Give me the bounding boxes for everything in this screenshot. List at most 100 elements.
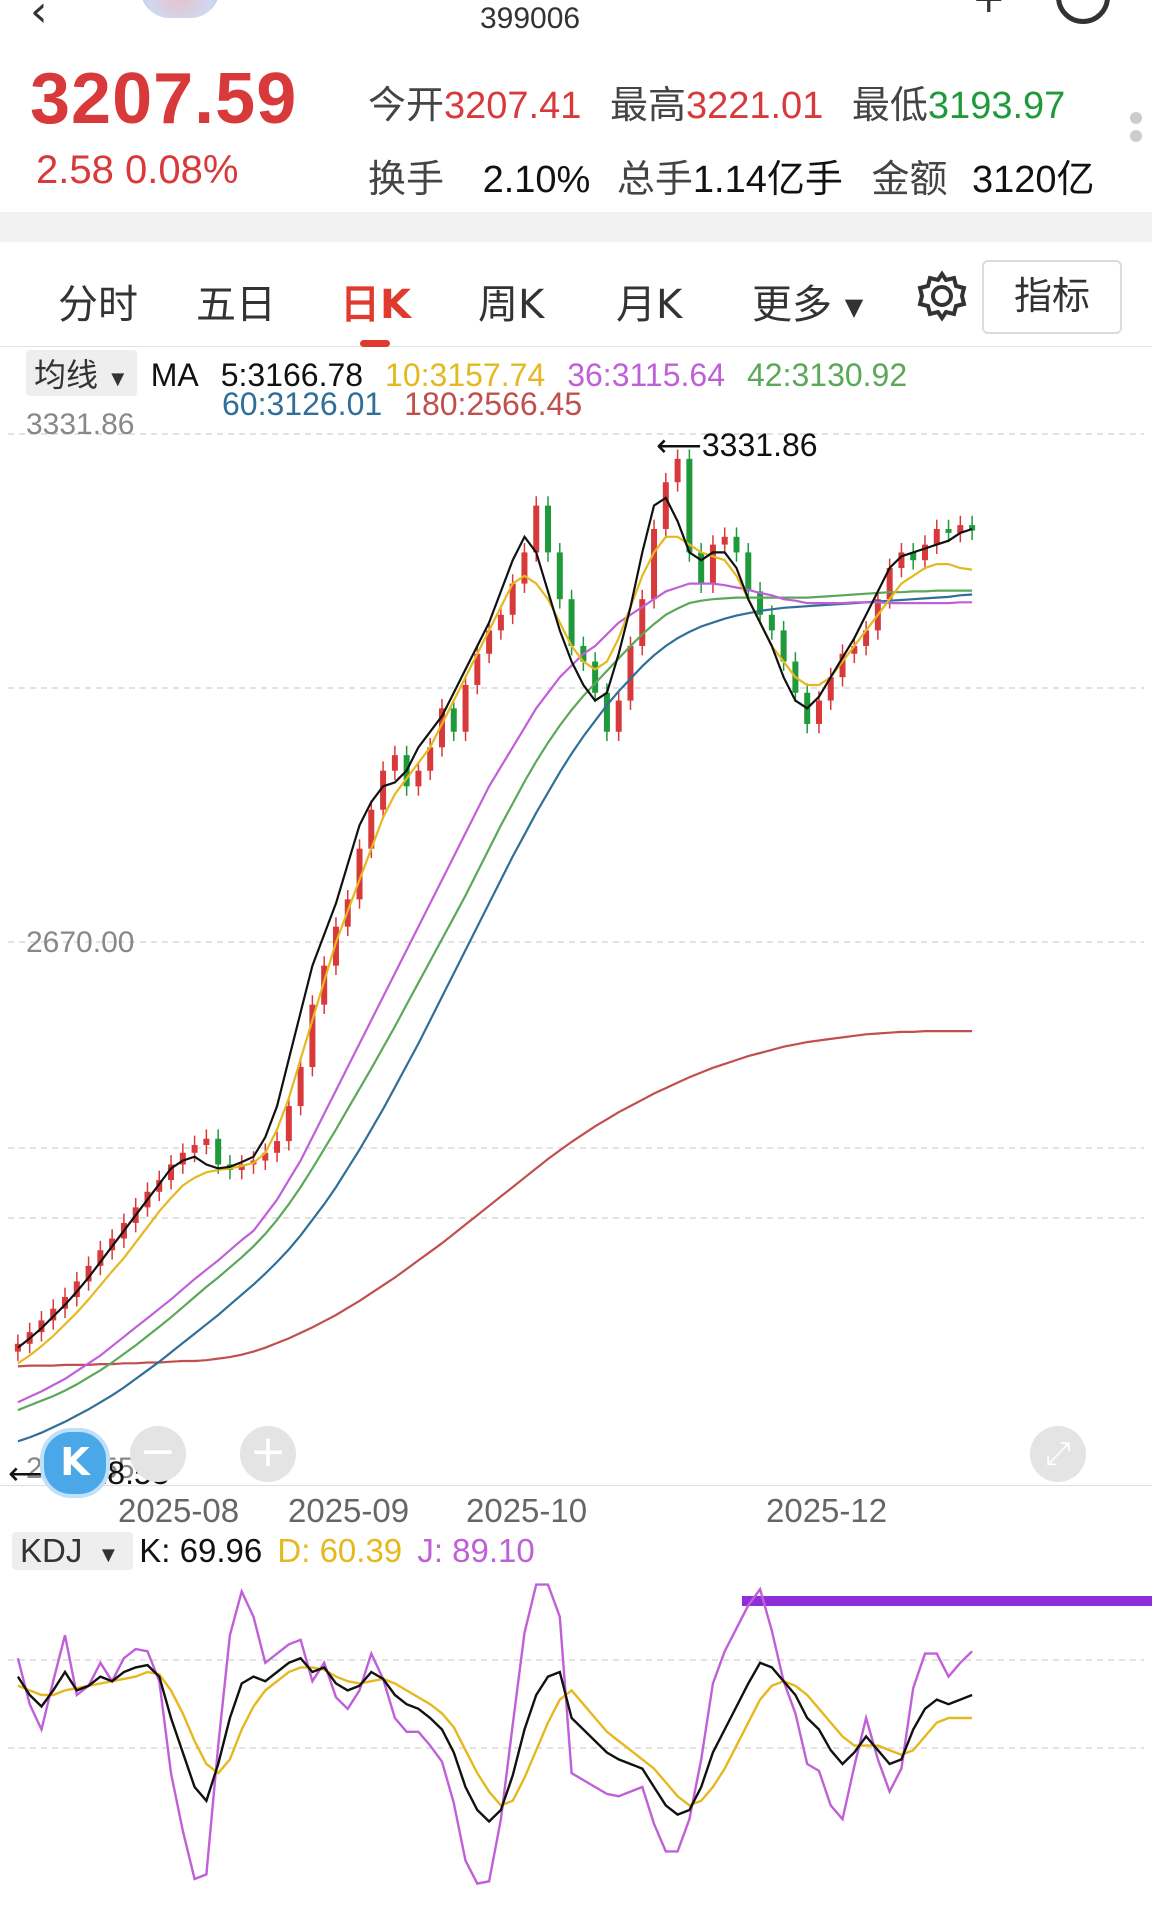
tab-weekly-k[interactable]: 周K <box>478 282 545 328</box>
ma180-value: 180:2566.45 <box>404 386 583 422</box>
back-arrow-icon[interactable]: ‹ <box>30 0 48 37</box>
candle-body <box>285 1106 292 1142</box>
top-header: ‹ 399006 + <box>0 0 1152 50</box>
candle-body <box>827 677 834 701</box>
candle-body <box>238 1164 245 1170</box>
zoom-in-button[interactable]: + <box>240 1426 296 1482</box>
candle-body <box>179 1152 186 1165</box>
kdj-panel <box>8 1583 1152 1885</box>
candle-body <box>168 1164 175 1181</box>
candle-body <box>957 525 964 533</box>
candle-body <box>733 536 740 553</box>
active-tab-underline <box>360 340 390 347</box>
stats-row-2: 换手 2.10% 总手1.14亿手 金额 3120亿 <box>368 148 1095 203</box>
tab-monthly-k[interactable]: 月K <box>616 282 683 328</box>
x-axis-label: 2025-09 <box>288 1492 409 1529</box>
search-icon[interactable] <box>1056 0 1110 24</box>
kdj-selector[interactable]: KDJ ▼ <box>12 1532 134 1570</box>
candle-body <box>768 614 775 631</box>
candle-body <box>851 645 858 654</box>
kdj-selector-label: KDJ <box>20 1532 83 1569</box>
ma5-line <box>17 496 973 1349</box>
candle-body <box>73 1281 80 1298</box>
page-indicator <box>1130 112 1142 148</box>
ma5-value: 5:3166.78 <box>220 357 364 393</box>
candle-body <box>592 661 599 693</box>
candle-body <box>686 458 693 553</box>
candle-body <box>62 1297 69 1309</box>
candle-body <box>486 630 493 654</box>
tab-more[interactable]: 更多 ▼ <box>752 272 863 330</box>
candle-body <box>391 755 398 771</box>
kdj-d-value: D: 60.39 <box>277 1532 403 1569</box>
add-watchlist-icon[interactable]: + <box>972 0 1006 22</box>
candle-body <box>309 1004 316 1068</box>
candlesticks <box>14 449 976 1361</box>
candle-body <box>380 770 387 810</box>
candle-body <box>745 552 752 592</box>
candle-body <box>651 529 658 600</box>
tab-five-day[interactable]: 五日 <box>196 282 276 328</box>
candle-body <box>709 544 716 584</box>
candle-body <box>886 568 893 600</box>
candle-body <box>863 630 870 646</box>
ma-legend: 均线 ▼ MA 5:3166.78 10:3157.74 36:3115.64 42:31… <box>26 350 929 396</box>
ma60-line <box>17 593 973 1443</box>
ma60-value: 60:3126.01 <box>222 386 383 422</box>
kdj-k-value: K: 69.96 <box>139 1532 263 1569</box>
change-percent: 0.08% <box>124 148 239 192</box>
kdj-j-line <box>16 1583 973 1885</box>
candle-body <box>450 708 457 732</box>
zoom-out-button[interactable]: − <box>130 1426 186 1482</box>
candle-body <box>203 1138 210 1145</box>
ma-legend-row-2: 60:3126.01 180:2566.45 <box>222 386 604 423</box>
tab-intraday[interactable]: 分时 <box>58 282 138 328</box>
candle-body <box>545 505 552 553</box>
candle-body <box>297 1067 304 1107</box>
avatar[interactable] <box>140 0 220 18</box>
candle-body <box>262 1152 269 1161</box>
x-axis-label: 2025-08 <box>118 1492 239 1529</box>
candle-body <box>274 1141 281 1153</box>
tab-more-label: 更多 <box>752 282 832 328</box>
k-line-fab[interactable]: K <box>40 1428 110 1498</box>
candle-body <box>757 591 764 615</box>
divider-band <box>0 212 1152 242</box>
candle-body <box>497 614 504 631</box>
caret-down-icon: ▼ <box>844 293 864 321</box>
candle-body <box>533 505 540 553</box>
y-axis-label: 3331.86 <box>26 408 134 441</box>
x-axis-labels: 2025-08 2025-09 2025-10 2025-12 <box>118 1492 887 1529</box>
candle-body <box>50 1308 57 1321</box>
candle-body <box>14 1343 21 1352</box>
x-axis-label: 2025-12 <box>766 1492 887 1529</box>
candle-body <box>969 525 976 531</box>
moving-average-lines <box>17 496 973 1443</box>
kdj-legend: KDJ ▼ K: 69.96 D: 60.39 J: 89.10 <box>12 1532 541 1570</box>
fullscreen-icon[interactable]: ⤢ <box>1030 1426 1086 1482</box>
candle-body <box>509 583 516 615</box>
indicator-button[interactable]: 指标 <box>982 260 1122 334</box>
tab-daily-k[interactable]: 日K <box>340 282 411 328</box>
candle-body <box>356 848 363 900</box>
ma10-value: 10:3157.74 <box>385 357 546 393</box>
candle-body <box>910 552 917 561</box>
candle-body <box>921 544 928 561</box>
gear-icon[interactable] <box>914 268 970 324</box>
amount-value: 3120亿 <box>972 159 1095 201</box>
low-label: 最低 <box>851 85 928 127</box>
candle-body <box>215 1138 222 1165</box>
candle-body <box>156 1180 163 1192</box>
kdj-j-value: J: 89.10 <box>417 1532 535 1569</box>
candle-body <box>438 708 445 748</box>
candle-body <box>521 552 528 584</box>
candle-body <box>815 700 822 724</box>
ma-selector[interactable]: 均线 ▼ <box>26 350 137 396</box>
low-value: 3193.97 <box>927 85 1066 127</box>
high-value: 3221.01 <box>685 85 824 127</box>
ma36-value: 36:3115.64 <box>567 357 725 393</box>
caret-down-icon: ▼ <box>106 366 129 391</box>
candle-body <box>85 1265 92 1282</box>
candle-body <box>933 529 940 545</box>
